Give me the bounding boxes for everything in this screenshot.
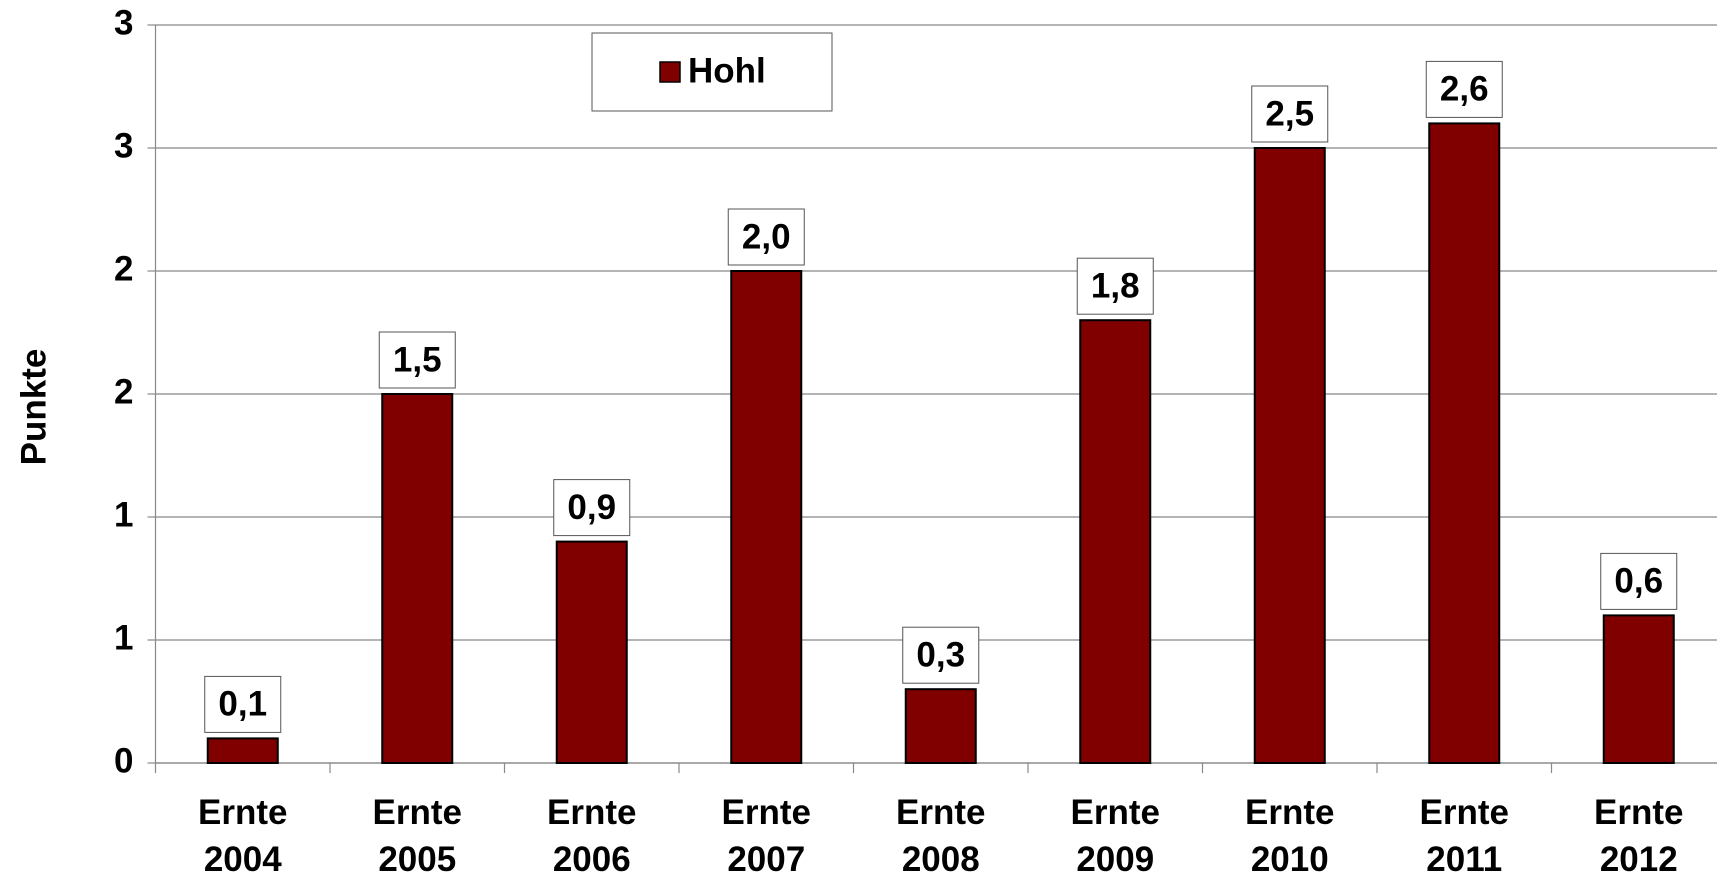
value-label: 0,1 xyxy=(218,685,267,724)
legend-box xyxy=(591,32,833,112)
y-tick-label: 2 xyxy=(114,372,133,411)
x-tick-label: Ernte 2012 xyxy=(1594,793,1683,879)
x-tick-label: Ernte 2010 xyxy=(1245,793,1334,879)
x-tick-label: Ernte 2008 xyxy=(896,793,985,879)
x-tick-label: Ernte 2009 xyxy=(1071,793,1160,879)
value-label: 0,3 xyxy=(916,635,965,674)
legend-swatch xyxy=(659,61,681,83)
value-label: 2,6 xyxy=(1440,70,1489,109)
value-label-box xyxy=(1076,257,1154,315)
value-label-box xyxy=(1251,85,1329,143)
bar xyxy=(1253,147,1326,764)
x-tick-label: Ernte 2004 xyxy=(198,793,287,879)
value-label: 0,9 xyxy=(567,488,616,527)
value-label-box xyxy=(1600,552,1678,610)
y-tick-label: 0 xyxy=(114,741,133,780)
value-label: 0,6 xyxy=(1614,562,1663,601)
y-tick-label: 2 xyxy=(114,249,133,288)
bar xyxy=(1602,614,1675,765)
value-label: 1,8 xyxy=(1091,266,1140,305)
x-tick-label: Ernte 2011 xyxy=(1420,793,1509,879)
legend-label: Hohl xyxy=(688,51,766,90)
bar xyxy=(904,688,977,765)
value-label-box xyxy=(553,479,631,537)
value-label-box xyxy=(727,208,805,266)
x-tick-label: Ernte 2005 xyxy=(373,793,462,879)
bar xyxy=(1079,319,1152,764)
bar xyxy=(555,540,628,764)
value-label: 1,5 xyxy=(393,340,442,379)
bar xyxy=(206,737,279,765)
bar xyxy=(1428,122,1501,764)
value-label-box xyxy=(902,626,980,684)
value-label-box xyxy=(378,331,456,389)
value-label: 2,0 xyxy=(742,217,791,256)
y-tick-label: 3 xyxy=(114,3,133,42)
x-tick-label: Ernte 2007 xyxy=(722,793,811,879)
bar xyxy=(730,270,803,764)
value-label-box xyxy=(204,675,282,733)
y-tick-label: 1 xyxy=(114,495,133,534)
y-tick-label: 1 xyxy=(114,618,133,657)
y-tick-label: 3 xyxy=(114,126,133,165)
value-label: 2,5 xyxy=(1265,94,1314,133)
bar xyxy=(381,393,454,764)
x-tick-label: Ernte 2006 xyxy=(547,793,636,879)
value-label-box xyxy=(1425,60,1503,118)
y-axis-label: Punkte xyxy=(14,349,53,466)
